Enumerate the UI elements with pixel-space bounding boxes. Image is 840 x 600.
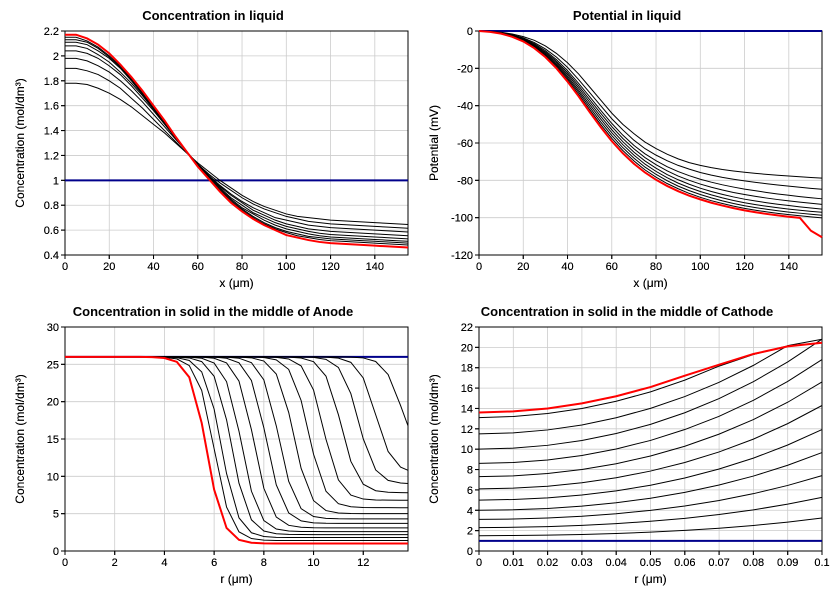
svg-text:140: 140 bbox=[366, 261, 384, 273]
svg-text:12: 12 bbox=[357, 557, 369, 569]
svg-text:22: 22 bbox=[461, 322, 473, 334]
svg-text:2: 2 bbox=[467, 526, 473, 538]
svg-text:8: 8 bbox=[261, 557, 267, 569]
svg-text:0.6: 0.6 bbox=[44, 225, 59, 237]
svg-text:-20: -20 bbox=[457, 63, 473, 75]
title-conc-anode: Concentration in solid in the middle of … bbox=[10, 304, 416, 319]
svg-text:40: 40 bbox=[561, 261, 573, 273]
svg-text:-120: -120 bbox=[451, 250, 473, 262]
svg-text:0: 0 bbox=[53, 546, 59, 558]
svg-text:1.2: 1.2 bbox=[44, 150, 59, 162]
svg-text:140: 140 bbox=[780, 261, 798, 273]
svg-text:0: 0 bbox=[476, 261, 482, 273]
svg-text:0: 0 bbox=[476, 557, 482, 569]
panel-potential-liquid: Potential in liquid 0 20 40 60 80 100 120 140 -1… bbox=[420, 4, 834, 300]
svg-text:15: 15 bbox=[47, 434, 59, 446]
svg-text:0.8: 0.8 bbox=[44, 200, 59, 212]
svg-text:0: 0 bbox=[62, 261, 68, 273]
svg-text:-80: -80 bbox=[457, 175, 473, 187]
svg-text:10: 10 bbox=[47, 471, 59, 483]
plot-conc-cathode: 0 0.01 0.02 0.03 0.04 0.05 0.06 0.07 0.08 0.09 0.1… bbox=[424, 321, 830, 589]
svg-text:14: 14 bbox=[461, 403, 473, 415]
svg-text:120: 120 bbox=[735, 261, 753, 273]
title-potential-liquid: Potential in liquid bbox=[424, 8, 830, 23]
svg-text:100: 100 bbox=[691, 261, 709, 273]
svg-text:-100: -100 bbox=[451, 213, 473, 225]
svg-text:0.02: 0.02 bbox=[537, 557, 558, 569]
svg-text:8: 8 bbox=[467, 465, 473, 477]
svg-text:18: 18 bbox=[461, 363, 473, 375]
svg-text:0: 0 bbox=[467, 26, 473, 38]
svg-text:x (μm): x (μm) bbox=[633, 276, 667, 290]
svg-text:25: 25 bbox=[47, 359, 59, 371]
svg-text:1: 1 bbox=[53, 175, 59, 187]
svg-text:6: 6 bbox=[467, 485, 473, 497]
title-conc-cathode: Concentration in solid in the middle of … bbox=[424, 304, 830, 319]
svg-text:0.03: 0.03 bbox=[571, 557, 592, 569]
svg-text:0.04: 0.04 bbox=[605, 557, 626, 569]
panel-conc-cathode: Concentration in solid in the middle of … bbox=[420, 300, 834, 596]
svg-text:0.08: 0.08 bbox=[743, 557, 764, 569]
panel-conc-liquid: Concentration in liquid 0 20 40 60 80 100 120 1… bbox=[6, 4, 420, 300]
plot-potential-liquid: 0 20 40 60 80 100 120 140 -120 -100 -80 -60 -40 -20 0 x… bbox=[424, 25, 830, 293]
svg-text:r (μm): r (μm) bbox=[634, 572, 666, 586]
grid-2x2: Concentration in liquid 0204060801001201… bbox=[0, 0, 840, 600]
svg-text:0.1: 0.1 bbox=[814, 557, 829, 569]
svg-text:4: 4 bbox=[161, 557, 167, 569]
svg-text:0: 0 bbox=[62, 557, 68, 569]
svg-text:0.07: 0.07 bbox=[708, 557, 729, 569]
svg-text:60: 60 bbox=[606, 261, 618, 273]
svg-text:10: 10 bbox=[461, 444, 473, 456]
title-conc-liquid: Concentration in liquid bbox=[10, 8, 416, 23]
svg-text:0.05: 0.05 bbox=[640, 557, 661, 569]
svg-text:10: 10 bbox=[307, 557, 319, 569]
svg-text:60: 60 bbox=[192, 261, 204, 273]
plot-conc-anode: 0 2 4 6 8 10 12 0 5 10 15 20 25 30 r (μm) Concentration… bbox=[10, 321, 416, 589]
svg-text:1.8: 1.8 bbox=[44, 76, 59, 88]
svg-text:0.4: 0.4 bbox=[44, 250, 59, 262]
svg-text:4: 4 bbox=[467, 505, 473, 517]
panel-conc-anode: Concentration in solid in the middle of … bbox=[6, 300, 420, 596]
svg-text:20: 20 bbox=[461, 342, 473, 354]
svg-text:Concentration (mol/dm³): Concentration (mol/dm³) bbox=[427, 374, 441, 503]
svg-text:2.2: 2.2 bbox=[44, 26, 59, 38]
svg-text:20: 20 bbox=[517, 261, 529, 273]
svg-text:12: 12 bbox=[461, 424, 473, 436]
svg-text:5: 5 bbox=[53, 509, 59, 521]
svg-text:2: 2 bbox=[112, 557, 118, 569]
svg-text:0.09: 0.09 bbox=[777, 557, 798, 569]
svg-text:-40: -40 bbox=[457, 101, 473, 113]
svg-text:Concentration (mol/dm³): Concentration (mol/dm³) bbox=[13, 78, 27, 207]
svg-text:x (μm): x (μm) bbox=[219, 276, 253, 290]
plot-conc-liquid: 0 20 40 60 80 100 120 140 0.4 0.6 0.8 1 1.2 1.4 1.6 1.8… bbox=[10, 25, 416, 293]
svg-text:1.4: 1.4 bbox=[44, 126, 59, 138]
svg-text:0.01: 0.01 bbox=[503, 557, 524, 569]
svg-text:20: 20 bbox=[103, 261, 115, 273]
svg-text:Potential (mV): Potential (mV) bbox=[427, 105, 441, 181]
svg-text:100: 100 bbox=[277, 261, 295, 273]
svg-text:1.6: 1.6 bbox=[44, 101, 59, 113]
svg-text:2: 2 bbox=[53, 51, 59, 63]
svg-text:6: 6 bbox=[211, 557, 217, 569]
svg-text:-60: -60 bbox=[457, 138, 473, 150]
svg-text:80: 80 bbox=[236, 261, 248, 273]
svg-text:40: 40 bbox=[147, 261, 159, 273]
svg-text:r (μm): r (μm) bbox=[220, 572, 252, 586]
svg-text:80: 80 bbox=[650, 261, 662, 273]
svg-text:16: 16 bbox=[461, 383, 473, 395]
svg-text:120: 120 bbox=[321, 261, 339, 273]
svg-text:Concentration (mol/dm³): Concentration (mol/dm³) bbox=[13, 374, 27, 503]
svg-text:0: 0 bbox=[467, 546, 473, 558]
svg-text:0.06: 0.06 bbox=[674, 557, 695, 569]
svg-text:30: 30 bbox=[47, 322, 59, 334]
svg-text:20: 20 bbox=[47, 397, 59, 409]
